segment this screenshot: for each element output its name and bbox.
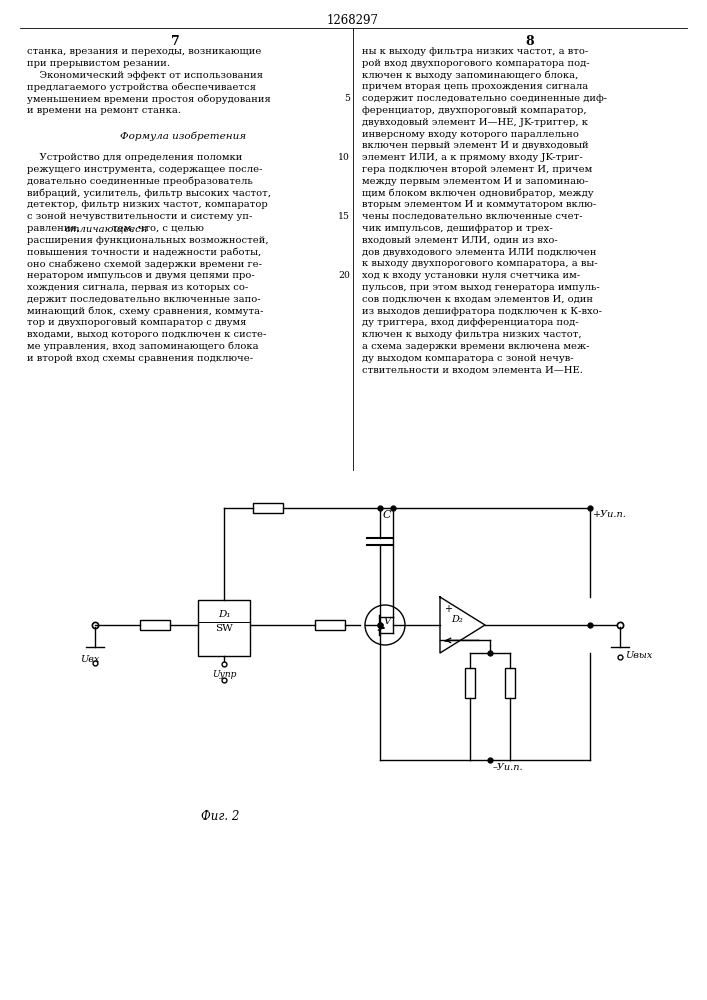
Text: ны к выходу фильтра низких частот, а вто-: ны к выходу фильтра низких частот, а вто… <box>362 47 588 56</box>
Text: 15: 15 <box>338 212 350 221</box>
Text: Экономический эффект от использования: Экономический эффект от использования <box>27 71 263 80</box>
Text: минающий блок, схему сравнения, коммута-: минающий блок, схему сравнения, коммута- <box>27 306 264 316</box>
Text: +: + <box>444 604 452 614</box>
Text: C: C <box>383 510 392 520</box>
Text: отличающееся: отличающееся <box>64 224 148 233</box>
Text: тем, что, с целью: тем, что, с целью <box>110 224 204 233</box>
Text: инверсному входу которого параллельно: инверсному входу которого параллельно <box>362 130 579 139</box>
Text: между первым элементом И и запоминаю-: между первым элементом И и запоминаю- <box>362 177 588 186</box>
Bar <box>253 503 283 513</box>
Text: предлагаемого устройства обеспечивается: предлагаемого устройства обеспечивается <box>27 82 256 92</box>
Text: 7: 7 <box>170 35 180 48</box>
Text: ференциатор, двухпороговый компаратор,: ференциатор, двухпороговый компаратор, <box>362 106 587 115</box>
Text: причем вторая цепь прохождения сигнала: причем вторая цепь прохождения сигнала <box>362 82 588 91</box>
Text: оно снабжено схемой задержки времени ге-: оно снабжено схемой задержки времени ге- <box>27 259 262 269</box>
Text: 10: 10 <box>338 153 350 162</box>
Text: ключен к выходу фильтра низких частот,: ключен к выходу фильтра низких частот, <box>362 330 582 339</box>
Bar <box>315 620 345 630</box>
Text: с зоной нечувствительности и систему уп-: с зоной нечувствительности и систему уп- <box>27 212 252 221</box>
Text: чены последовательно включенные счет-: чены последовательно включенные счет- <box>362 212 583 221</box>
Text: дов двувходового элемента ИЛИ подключен: дов двувходового элемента ИЛИ подключен <box>362 248 597 257</box>
Text: Uвых: Uвых <box>625 651 653 660</box>
Text: довательно соединенные преобразователь: довательно соединенные преобразователь <box>27 177 252 186</box>
Text: ду триггера, вход дифференциатора под-: ду триггера, вход дифференциатора под- <box>362 318 578 327</box>
Text: вторым элементом И и коммутатором вклю-: вторым элементом И и коммутатором вклю- <box>362 200 596 209</box>
Text: тор и двухпороговый компаратор с двумя: тор и двухпороговый компаратор с двумя <box>27 318 246 327</box>
Text: содержит последовательно соединенные диф-: содержит последовательно соединенные диф… <box>362 94 607 103</box>
Bar <box>505 668 515 698</box>
Text: D₁: D₁ <box>218 610 230 619</box>
Text: Uвх: Uвх <box>81 655 100 664</box>
Text: Фиг. 2: Фиг. 2 <box>201 810 239 823</box>
Text: Формула изобретения: Формула изобретения <box>120 132 247 141</box>
Text: 20: 20 <box>338 271 350 280</box>
Text: V: V <box>383 617 391 626</box>
Text: вибраций, усилитель, фильтр высоких частот,: вибраций, усилитель, фильтр высоких част… <box>27 188 271 198</box>
Text: повышения точности и надежности работы,: повышения точности и надежности работы, <box>27 247 262 257</box>
Text: хождения сигнала, первая из которых со-: хождения сигнала, первая из которых со- <box>27 283 248 292</box>
Text: ход к входу установки нуля счетчика им-: ход к входу установки нуля счетчика им- <box>362 271 580 280</box>
Text: Uупр: Uупр <box>212 670 236 679</box>
Text: ключен к выходу запоминающего блока,: ключен к выходу запоминающего блока, <box>362 71 578 80</box>
Text: 5: 5 <box>344 94 350 103</box>
Text: 1268297: 1268297 <box>327 14 379 27</box>
Text: щим блоком включен одновибратор, между: щим блоком включен одновибратор, между <box>362 189 594 198</box>
Text: расширения функциональных возможностей,: расширения функциональных возможностей, <box>27 236 269 245</box>
Text: ствительности и входом элемента И—НЕ.: ствительности и входом элемента И—НЕ. <box>362 366 583 375</box>
Text: ду выходом компаратора с зоной нечув-: ду выходом компаратора с зоной нечув- <box>362 354 573 363</box>
Text: к выходу двухпорогового компаратора, а вы-: к выходу двухпорогового компаратора, а в… <box>362 259 597 268</box>
Bar <box>140 620 170 630</box>
Text: держит последовательно включенные запо-: держит последовательно включенные запо- <box>27 295 261 304</box>
Text: –: – <box>444 636 449 646</box>
Text: режущего инструмента, содержащее после-: режущего инструмента, содержащее после- <box>27 165 262 174</box>
Text: чик импульсов, дешифратор и трех-: чик импульсов, дешифратор и трех- <box>362 224 553 233</box>
Text: 8: 8 <box>526 35 534 48</box>
Text: при прерывистом резании.: при прерывистом резании. <box>27 59 170 68</box>
Text: входами, выход которого подключен к систе-: входами, выход которого подключен к сист… <box>27 330 267 339</box>
Text: уменьшением времени простоя оборудования: уменьшением времени простоя оборудования <box>27 94 271 104</box>
Text: рой вход двухпорогового компаратора под-: рой вход двухпорогового компаратора под- <box>362 59 590 68</box>
Text: сов подключен к входам элементов И, один: сов подключен к входам элементов И, один <box>362 295 593 304</box>
Bar <box>198 600 250 656</box>
Text: гера подключен второй элемент И, причем: гера подключен второй элемент И, причем <box>362 165 592 174</box>
Text: а схема задержки времени включена меж-: а схема задержки времени включена меж- <box>362 342 590 351</box>
Text: элемент ИЛИ, а к прямому входу JK-триг-: элемент ИЛИ, а к прямому входу JK-триг- <box>362 153 583 162</box>
Text: и времени на ремонт станка.: и времени на ремонт станка. <box>27 106 181 115</box>
Text: ме управления, вход запоминающего блока: ме управления, вход запоминающего блока <box>27 342 259 351</box>
Bar <box>465 668 475 698</box>
Text: пульсов, при этом выход генератора импуль-: пульсов, при этом выход генератора импул… <box>362 283 600 292</box>
Text: нератором импульсов и двумя цепями про-: нератором импульсов и двумя цепями про- <box>27 271 255 280</box>
Text: равления,: равления, <box>27 224 83 233</box>
Text: D₂: D₂ <box>451 615 463 624</box>
Text: входовый элемент ИЛИ, один из вхо-: входовый элемент ИЛИ, один из вхо- <box>362 236 558 245</box>
Text: детектор, фильтр низких частот, компаратор: детектор, фильтр низких частот, компарат… <box>27 200 268 209</box>
Text: SW: SW <box>215 624 233 633</box>
Text: и второй вход схемы сравнения подключе-: и второй вход схемы сравнения подключе- <box>27 354 253 363</box>
Text: Устройство для определения поломки: Устройство для определения поломки <box>27 153 243 162</box>
Text: +Уи.п.: +Уи.п. <box>593 510 627 519</box>
Text: включен первый элемент И и двувходовый: включен первый элемент И и двувходовый <box>362 141 589 150</box>
Text: –Уи.п.: –Уи.п. <box>493 763 524 772</box>
Text: из выходов дешифратора подключен к К-вхо-: из выходов дешифратора подключен к К-вхо… <box>362 307 602 316</box>
Text: двувходовый элемент И—НЕ, JK-триггер, к: двувходовый элемент И—НЕ, JK-триггер, к <box>362 118 588 127</box>
Text: станка, врезания и переходы, возникающие: станка, врезания и переходы, возникающие <box>27 47 262 56</box>
